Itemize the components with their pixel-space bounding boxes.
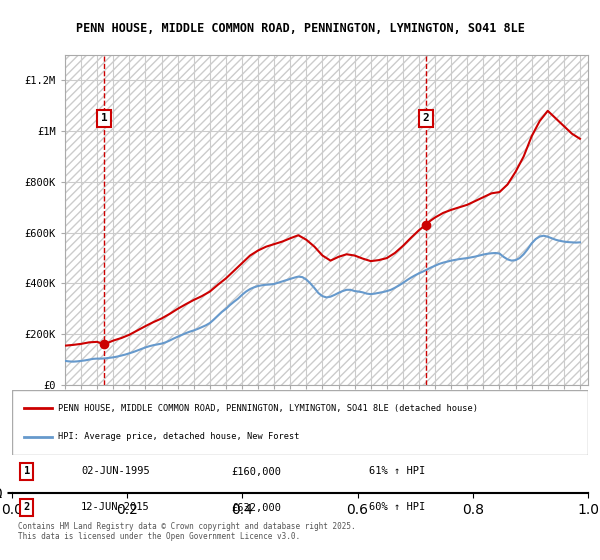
Text: Contains HM Land Registry data © Crown copyright and database right 2025.
This d: Contains HM Land Registry data © Crown c…: [18, 522, 355, 542]
Text: PENN HOUSE, MIDDLE COMMON ROAD, PENNINGTON, LYMINGTON, SO41 8LE: PENN HOUSE, MIDDLE COMMON ROAD, PENNINGT…: [76, 22, 524, 35]
Text: HPI: Average price, detached house, New Forest: HPI: Average price, detached house, New …: [58, 432, 299, 441]
Text: 2: 2: [23, 502, 30, 512]
Text: PENN HOUSE, MIDDLE COMMON ROAD, PENNINGTON, LYMINGTON, SO41 8LE (detached house): PENN HOUSE, MIDDLE COMMON ROAD, PENNINGT…: [58, 404, 478, 413]
Text: Price paid vs. HM Land Registry's House Price Index (HPI): Price paid vs. HM Land Registry's House …: [122, 58, 478, 68]
FancyBboxPatch shape: [12, 390, 588, 455]
Text: £160,000: £160,000: [231, 466, 281, 477]
Text: 12-JUN-2015: 12-JUN-2015: [81, 502, 150, 512]
Text: £632,000: £632,000: [231, 502, 281, 512]
Text: 2: 2: [423, 114, 430, 123]
Text: 61% ↑ HPI: 61% ↑ HPI: [369, 466, 425, 477]
Text: 1: 1: [101, 114, 107, 123]
Text: 1: 1: [23, 466, 30, 477]
Text: 02-JUN-1995: 02-JUN-1995: [81, 466, 150, 477]
Text: 60% ↑ HPI: 60% ↑ HPI: [369, 502, 425, 512]
